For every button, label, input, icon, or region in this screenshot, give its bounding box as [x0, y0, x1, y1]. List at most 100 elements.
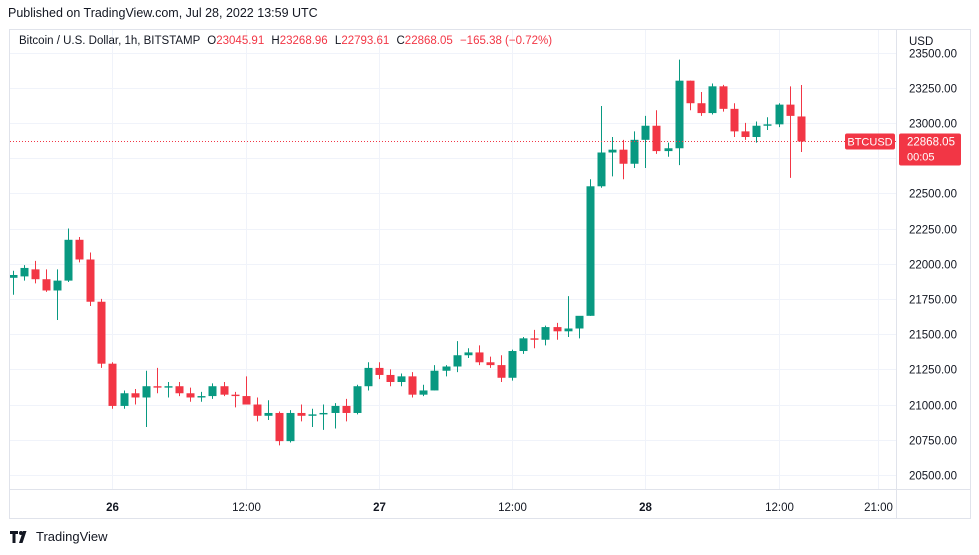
- candle-body: [275, 412, 284, 442]
- candle-body: [142, 386, 151, 398]
- candle-body: [652, 125, 661, 152]
- candle-body: [253, 404, 262, 416]
- candle-body: [486, 362, 495, 366]
- candle-body: [564, 328, 573, 332]
- candle-body: [231, 394, 240, 397]
- candle-body: [519, 338, 528, 352]
- time-tick-label: 12:00: [232, 502, 261, 514]
- candle-body: [397, 376, 406, 382]
- candle-body: [752, 125, 761, 138]
- candle-body: [575, 315, 584, 329]
- candle-body: [419, 390, 428, 395]
- candle-body: [220, 386, 229, 395]
- candle-body: [453, 355, 462, 367]
- price-tick-label: 21500.00: [909, 330, 957, 342]
- candlestick-chart[interactable]: 23500.0023250.0023000.0022750.0022500.00…: [10, 30, 970, 518]
- price-badge: [899, 133, 961, 166]
- time-tick-label: 28: [639, 502, 652, 514]
- candle-body: [164, 386, 173, 388]
- candle-body: [264, 412, 273, 416]
- close-key: C: [396, 35, 405, 47]
- price-tick-label: 23250.00: [909, 84, 957, 96]
- tradingview-brand[interactable]: TradingView: [10, 529, 108, 544]
- candle-body: [553, 327, 562, 332]
- candle-body: [630, 139, 639, 164]
- candle-body: [108, 363, 117, 406]
- candle-body: [153, 386, 162, 388]
- candle-body: [297, 412, 306, 416]
- candle-body: [464, 352, 473, 356]
- candle-body: [641, 125, 650, 140]
- candle-body: [20, 267, 29, 277]
- candle-body: [597, 152, 606, 187]
- candle-body: [797, 116, 806, 142]
- candle-body: [308, 414, 317, 416]
- candle-body: [208, 386, 217, 397]
- candle-body: [686, 80, 695, 104]
- candle-body: [86, 259, 95, 302]
- price-tick-label: 23500.00: [909, 49, 957, 61]
- time-tick-label: 26: [106, 502, 119, 514]
- price-tick-label: 20750.00: [909, 436, 957, 448]
- candle-body: [508, 351, 517, 378]
- price-tick-label: 22500.00: [909, 189, 957, 201]
- candle-body: [120, 393, 129, 406]
- time-tick-label: 21:00: [864, 502, 893, 514]
- price-tick-label: 23000.00: [909, 119, 957, 131]
- candle-body: [31, 269, 40, 280]
- candle-body: [186, 393, 195, 398]
- candle-body: [608, 149, 617, 153]
- candle-body: [697, 103, 706, 114]
- high-key: H: [271, 35, 280, 47]
- candle-body: [786, 104, 795, 116]
- low-key: L: [334, 35, 342, 47]
- change-value: −165.38 (−0.72%): [459, 35, 553, 47]
- candle-body: [775, 104, 784, 125]
- candle-body: [586, 186, 595, 316]
- price-badge-value: 22868.05: [907, 137, 955, 149]
- tradingview-logo-icon: [10, 530, 27, 543]
- price-tick-label: 21250.00: [909, 365, 957, 377]
- price-tick-label: 21000.00: [909, 401, 957, 413]
- candle-body: [64, 239, 73, 281]
- candle-body: [175, 386, 184, 394]
- price-tick-label: 22250.00: [909, 225, 957, 237]
- low-value: 22793.61: [341, 35, 390, 47]
- candle-body: [131, 393, 140, 398]
- candle-body: [741, 131, 750, 138]
- candle-body: [442, 366, 451, 371]
- candle-body: [430, 370, 439, 391]
- candle-body: [497, 365, 506, 378]
- time-tick-label: 12:00: [498, 502, 527, 514]
- candle-body: [53, 280, 62, 291]
- candle-body: [730, 108, 739, 132]
- ohlc-legend: Bitcoin / U.S. Dollar, 1h, BITSTAMP O230…: [19, 35, 552, 47]
- candle-body: [319, 412, 328, 415]
- symbol-badge: [845, 133, 895, 150]
- published-note: Published on TradingView.com, Jul 28, 20…: [8, 6, 318, 20]
- candle-body: [42, 279, 51, 291]
- candle-body: [541, 327, 550, 340]
- candle-body: [242, 396, 251, 405]
- candle-body: [619, 149, 628, 164]
- candle-body: [364, 367, 373, 387]
- candle-body: [75, 239, 84, 260]
- price-badge-countdown: 00:05: [907, 152, 935, 164]
- candle-body: [708, 86, 717, 114]
- open-key: O: [207, 35, 217, 47]
- high-value: 23268.96: [279, 35, 328, 47]
- candle-body: [375, 367, 384, 375]
- candle-body: [331, 405, 340, 413]
- candle-body: [197, 396, 206, 398]
- chart-frame: 23500.0023250.0023000.0022750.0022500.00…: [9, 29, 971, 519]
- time-tick-label: 27: [373, 502, 386, 514]
- currency-label: USD: [909, 36, 933, 48]
- candle-body: [97, 301, 106, 364]
- close-value: 22868.05: [404, 35, 453, 47]
- candle-body: [353, 386, 362, 413]
- time-tick-label: 12:00: [765, 502, 794, 514]
- candle-body: [719, 86, 728, 109]
- open-value: 23045.91: [216, 35, 265, 47]
- candle-body: [342, 405, 351, 413]
- price-tick-label: 21750.00: [909, 295, 957, 307]
